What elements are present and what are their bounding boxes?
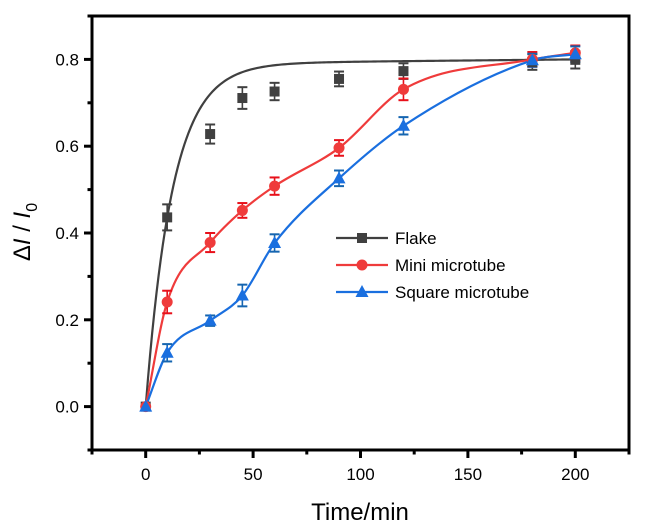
legend-marker-circle — [356, 259, 368, 271]
data-point-square — [334, 73, 345, 84]
legend-label: Mini microtube — [395, 256, 506, 275]
fit-curve-square-microtube — [144, 53, 576, 408]
error-bars — [162, 44, 581, 363]
y-tick-label: 0.2 — [55, 311, 79, 330]
y-tick-label: 0.8 — [55, 50, 79, 69]
y-label-delta: Δ — [9, 245, 36, 261]
data-point-square — [398, 66, 409, 77]
data-point-triangle — [139, 399, 153, 412]
data-point-triangle — [203, 313, 217, 326]
legend-label: Flake — [395, 229, 437, 248]
legend: Flake Mini microtube Square microtube — [336, 229, 529, 302]
data-point-circle — [161, 296, 173, 308]
x-tick-label: 50 — [244, 465, 263, 484]
y-tick-label: 0.6 — [55, 137, 79, 156]
y-label-i: I — [9, 238, 36, 245]
y-axis-label: ΔI / I0 — [9, 203, 41, 261]
data-point-triangle — [160, 345, 174, 358]
data-point-circle — [397, 83, 409, 95]
y-tick-label: 0.4 — [55, 224, 79, 243]
y-label-subscript: 0 — [24, 203, 41, 212]
y-label-i0: I — [9, 211, 36, 218]
x-tick-label: 200 — [561, 465, 589, 484]
x-axis-label: Time/min — [311, 499, 409, 526]
data-point-triangle — [525, 53, 539, 66]
data-point-triangle — [268, 235, 282, 248]
data-point-square — [162, 212, 173, 223]
y-tick-label: 0.0 — [55, 398, 79, 417]
y-label-sep: / — [9, 218, 36, 238]
data-point-square — [205, 129, 216, 140]
data-point-square — [237, 93, 248, 104]
tick-labels: 0 50 100 150 200 0.0 0.2 0.4 0.6 0.8 — [55, 50, 589, 484]
fit-curve-flake — [144, 58, 576, 407]
x-tick-label: 150 — [454, 465, 482, 484]
data-point-circle — [204, 237, 216, 249]
data-point-triangle — [332, 171, 346, 184]
data-point-circle — [269, 180, 281, 192]
fit-curves — [144, 51, 576, 408]
data-point-circle — [333, 142, 345, 154]
data-point-square — [269, 86, 280, 97]
x-tick-label: 100 — [346, 465, 374, 484]
data-point-square — [570, 54, 581, 65]
data-point-triangle — [235, 288, 249, 301]
data-markers — [139, 47, 582, 413]
legend-marker-triangle — [355, 285, 369, 297]
legend-label: Square microtube — [395, 283, 529, 302]
axis-ticks — [84, 14, 631, 458]
data-point-triangle — [396, 118, 410, 131]
legend-marker-square — [357, 233, 367, 243]
data-point-circle — [236, 204, 248, 216]
x-tick-label: 0 — [141, 465, 150, 484]
fit-curve-mini-microtube — [144, 51, 576, 407]
data-point-triangle — [568, 47, 582, 60]
